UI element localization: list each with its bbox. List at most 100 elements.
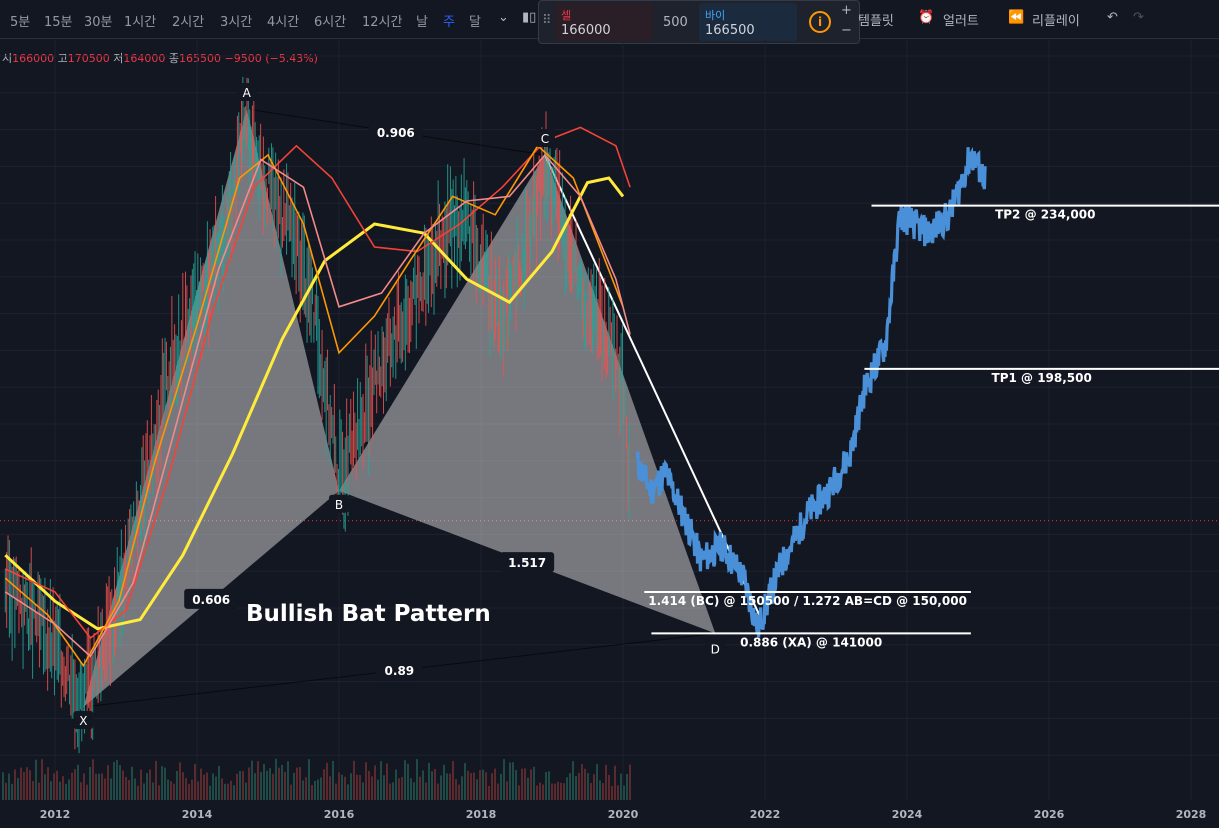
- info-icon[interactable]: i: [809, 11, 831, 33]
- volume-bar: [323, 769, 325, 800]
- candles-icon[interactable]: ▮▯: [522, 10, 537, 25]
- volume-bar: [26, 767, 28, 800]
- plus-button[interactable]: +: [841, 3, 852, 18]
- volume-bar: [359, 775, 361, 800]
- volume-bar: [2, 772, 4, 800]
- volume-bar: [131, 766, 133, 800]
- volume-bar: [560, 782, 562, 800]
- volume-bar: [407, 763, 409, 800]
- volume-bar: [515, 770, 517, 800]
- volume-bar: [215, 776, 217, 800]
- top-toolbar: 5분 15분 30분 1시간 2시간 3시간 4시간 6시간 12시간 날 주 달 ⌄ ▮▯ ⠿ 셀 …: [0, 0, 1219, 44]
- target-levels: TP2 @ 234,000 TP1 @ 198,500 1.414 (BC) @ 1…: [644, 204, 1219, 649]
- timeframe-1[interactable]: 15분: [44, 15, 73, 30]
- volume-bar: [179, 762, 181, 800]
- volume-bar: [476, 779, 478, 800]
- sell-button[interactable]: 셀 166000: [555, 3, 653, 41]
- volume-bar: [278, 767, 280, 800]
- volume-bar: [497, 783, 499, 800]
- minus-button[interactable]: −: [841, 23, 852, 38]
- volume-bar: [47, 767, 49, 800]
- volume-bar: [59, 781, 61, 800]
- volume-bar: [281, 764, 283, 800]
- drag-handle-icon[interactable]: ⠿: [542, 13, 552, 28]
- volume-bar: [254, 773, 256, 800]
- x-axis: 2012 2014 2016 2018 2020 2022 2024 2026 2028: [40, 808, 1207, 821]
- volume-bar: [176, 770, 178, 800]
- volume-bar: [512, 762, 514, 800]
- volume-bar: [86, 784, 88, 800]
- sell-label: 셀: [561, 9, 572, 22]
- timeframe-10[interactable]: 주: [443, 15, 455, 30]
- volume-bar: [140, 769, 142, 800]
- buy-button[interactable]: 바이 166500: [699, 3, 797, 41]
- volume-bar: [584, 768, 586, 800]
- volume-bar: [311, 785, 313, 800]
- moving-averages: [4, 126, 631, 668]
- volume-bar: [467, 770, 469, 800]
- volume-bar: [386, 763, 388, 800]
- point-badge: [73, 711, 94, 729]
- low-value: 164000: [123, 52, 166, 65]
- timeframe-4[interactable]: 2시간: [172, 15, 205, 30]
- volume-bar: [503, 759, 505, 800]
- volume-bar: [440, 775, 442, 800]
- volume-bar: [305, 777, 307, 800]
- volume-bar: [233, 785, 235, 800]
- volume-bar: [119, 765, 121, 800]
- bat-pattern: [83, 108, 763, 708]
- volume-bar: [575, 775, 577, 800]
- timeframe-0[interactable]: 5분: [10, 15, 31, 30]
- volume-bar: [167, 779, 169, 800]
- redo-icon[interactable]: ↷: [1133, 10, 1144, 25]
- timeframe-3[interactable]: 1시간: [124, 15, 157, 30]
- volume-bar: [251, 760, 253, 800]
- volume-bar: [74, 769, 76, 800]
- template-button[interactable]: 템플릿: [858, 14, 894, 29]
- volume-bar: [401, 777, 403, 800]
- volume-bar: [449, 773, 451, 800]
- volume-bar: [95, 773, 97, 800]
- volume-bar: [146, 773, 148, 800]
- timeframe-9[interactable]: 날: [416, 15, 428, 30]
- volume-bar: [410, 778, 412, 800]
- volume-bar: [260, 772, 262, 800]
- timeframe-8[interactable]: 12시간: [362, 15, 403, 30]
- volume-bar: [347, 784, 349, 800]
- volume-bar: [554, 783, 556, 800]
- volume-bar: [98, 773, 100, 800]
- volume-bar: [284, 771, 286, 800]
- timeframe-7[interactable]: 6시간: [314, 15, 347, 30]
- timeframe-5[interactable]: 3시간: [220, 15, 253, 30]
- volume-bar: [332, 760, 334, 800]
- x-tick-label: 2022: [750, 808, 781, 821]
- volume-bar: [245, 782, 247, 800]
- timeframe-6[interactable]: 4시간: [267, 15, 300, 30]
- alert-button[interactable]: 얼러트: [943, 14, 979, 29]
- volume-bar: [596, 764, 598, 800]
- volume-bar: [113, 761, 115, 800]
- volume-bar: [500, 773, 502, 800]
- volume-bar: [41, 759, 43, 800]
- buy-price: 166500: [705, 23, 755, 38]
- timeframe-11[interactable]: 달: [469, 15, 481, 30]
- quantity-field[interactable]: 500: [655, 3, 697, 41]
- volume-bar: [521, 768, 523, 800]
- volume-bar: [530, 769, 532, 800]
- volume-bar: [536, 785, 538, 800]
- undo-icon[interactable]: ↶: [1107, 10, 1118, 25]
- level-label-0: TP2 @ 234,000: [995, 208, 1095, 222]
- volume-bar: [77, 764, 79, 800]
- replay-button[interactable]: 리플레이: [1032, 14, 1080, 29]
- volume-bar: [527, 777, 529, 800]
- volume-bar: [248, 767, 250, 800]
- x-tick-label: 2014: [182, 808, 213, 821]
- volume-bar: [107, 765, 109, 800]
- volume-bar: [320, 777, 322, 800]
- timeframe-2[interactable]: 30분: [84, 15, 113, 30]
- x-tick-label: 2028: [1176, 808, 1207, 821]
- volume-bar: [185, 778, 187, 800]
- volume-bar: [38, 782, 40, 800]
- chevron-down-icon[interactable]: ⌄: [498, 10, 509, 25]
